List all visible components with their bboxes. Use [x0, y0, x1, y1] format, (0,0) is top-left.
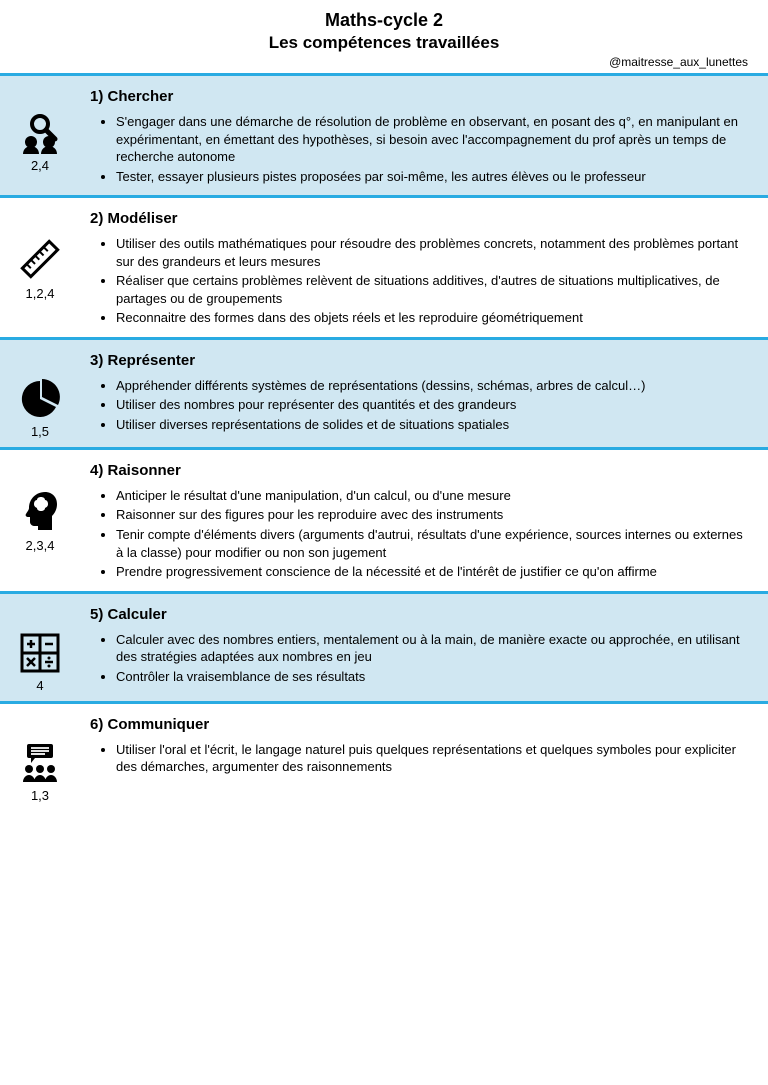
- page-subtitle: Les compétences travaillées: [0, 33, 768, 53]
- section-content: 1) Chercher S'engager dans une démarche …: [80, 84, 748, 187]
- section-calculer: 4 5) Calculer Calculer avec des nombres …: [0, 591, 768, 704]
- bullet-item: Anticiper le résultat d'une manipulation…: [116, 487, 748, 505]
- pie-chart-icon: [0, 378, 80, 420]
- section-numbers: 1,2,4: [0, 286, 80, 301]
- bullet-item: Raisonner sur des figures pour les repro…: [116, 506, 748, 524]
- section-content: 5) Calculer Calculer avec des nombres en…: [80, 602, 748, 688]
- section-chercher: 2,4 1) Chercher S'engager dans une démar…: [0, 73, 768, 198]
- icon-col: 2,3,4: [0, 458, 80, 553]
- section-modeliser: 1,2,4 2) Modéliser Utiliser des outils m…: [0, 198, 768, 337]
- calc-grid-icon: [0, 632, 80, 674]
- bullet-item: S'engager dans une démarche de résolutio…: [116, 113, 748, 166]
- section-heading: 4) Raisonner: [90, 462, 748, 479]
- section-numbers: 4: [0, 678, 80, 693]
- icon-col: 1,5: [0, 348, 80, 439]
- icon-col: 1,2,4: [0, 206, 80, 301]
- ruler-icon: [0, 236, 80, 282]
- page-title: Maths-cycle 2: [0, 10, 768, 31]
- bullet-list: Utiliser l'oral et l'écrit, le langage n…: [90, 741, 748, 776]
- section-representer: 1,5 3) Représenter Appréhender différent…: [0, 337, 768, 450]
- bullet-item: Utiliser diverses représentations de sol…: [116, 416, 748, 434]
- bullet-list: Calculer avec des nombres entiers, menta…: [90, 631, 748, 686]
- icon-col: 4: [0, 602, 80, 693]
- section-content: 6) Communiquer Utiliser l'oral et l'écri…: [80, 712, 748, 778]
- section-content: 3) Représenter Appréhender différents sy…: [80, 348, 748, 436]
- bullet-item: Contrôler la vraisemblance de ses résult…: [116, 668, 748, 686]
- section-communiquer: 1,3 6) Communiquer Utiliser l'oral et l'…: [0, 704, 768, 811]
- section-content: 4) Raisonner Anticiper le résultat d'une…: [80, 458, 748, 583]
- section-heading: 1) Chercher: [90, 88, 748, 105]
- head-brain-icon: [0, 488, 80, 534]
- bullet-item: Tester, essayer plusieurs pistes proposé…: [116, 168, 748, 186]
- icon-col: 1,3: [0, 712, 80, 803]
- section-numbers: 2,4: [0, 158, 80, 173]
- bullet-item: Utiliser des nombres pour représenter de…: [116, 396, 748, 414]
- bullet-list: Appréhender différents systèmes de repré…: [90, 377, 748, 434]
- bullet-item: Réaliser que certains problèmes relèvent…: [116, 272, 748, 307]
- bullet-item: Utiliser l'oral et l'écrit, le langage n…: [116, 741, 748, 776]
- page-header: Maths-cycle 2 Les compétences travaillée…: [0, 0, 768, 55]
- section-numbers: 1,3: [0, 788, 80, 803]
- bullet-list: S'engager dans une démarche de résolutio…: [90, 113, 748, 185]
- bullet-item: Tenir compte d'éléments divers (argument…: [116, 526, 748, 561]
- section-content: 2) Modéliser Utiliser des outils mathéma…: [80, 206, 748, 329]
- credit-line: @maitresse_aux_lunettes: [0, 55, 768, 73]
- bullet-item: Appréhender différents systèmes de repré…: [116, 377, 748, 395]
- icon-col: 2,4: [0, 84, 80, 173]
- section-numbers: 2,3,4: [0, 538, 80, 553]
- section-numbers: 1,5: [0, 424, 80, 439]
- section-heading: 2) Modéliser: [90, 210, 748, 227]
- speech-group-icon: [0, 742, 80, 784]
- bullet-list: Anticiper le résultat d'une manipulation…: [90, 487, 748, 581]
- section-raisonner: 2,3,4 4) Raisonner Anticiper le résultat…: [0, 450, 768, 591]
- search-group-icon: [0, 114, 80, 154]
- section-heading: 3) Représenter: [90, 352, 748, 369]
- section-heading: 6) Communiquer: [90, 716, 748, 733]
- bullet-item: Utiliser des outils mathématiques pour r…: [116, 235, 748, 270]
- section-heading: 5) Calculer: [90, 606, 748, 623]
- bullet-item: Reconnaitre des formes dans des objets r…: [116, 309, 748, 327]
- bullet-item: Prendre progressivement conscience de la…: [116, 563, 748, 581]
- bullet-item: Calculer avec des nombres entiers, menta…: [116, 631, 748, 666]
- bullet-list: Utiliser des outils mathématiques pour r…: [90, 235, 748, 327]
